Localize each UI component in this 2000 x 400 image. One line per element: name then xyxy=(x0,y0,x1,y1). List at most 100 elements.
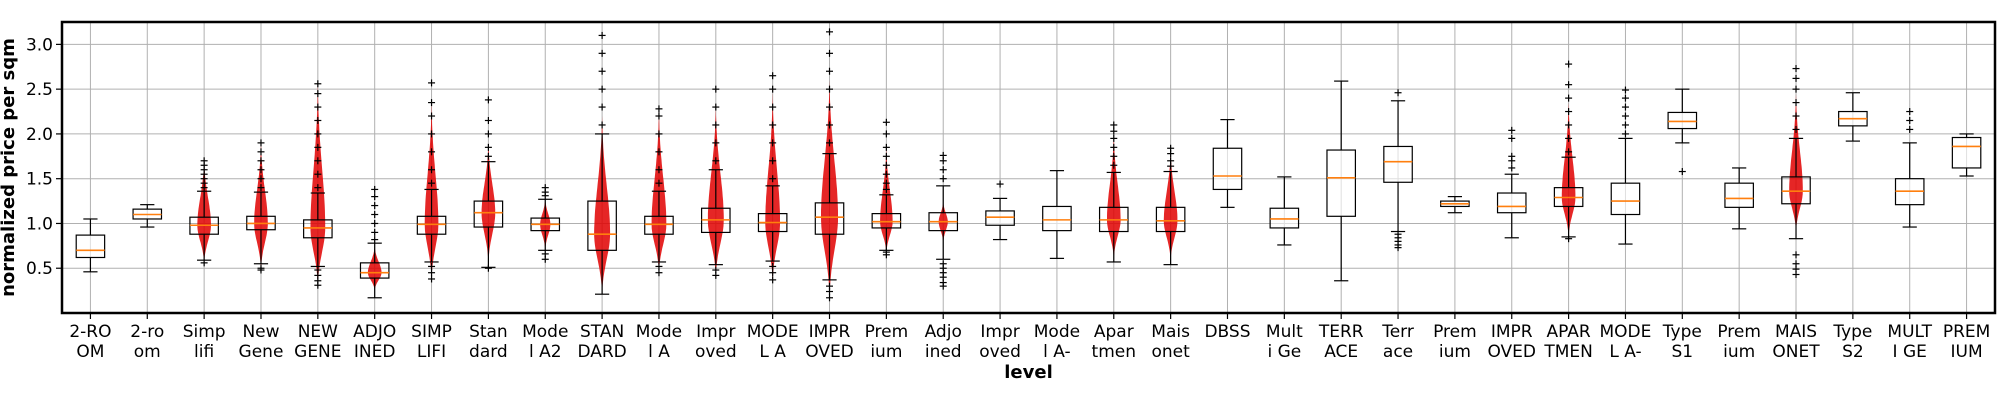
flier xyxy=(371,185,379,193)
flier xyxy=(882,152,890,160)
box xyxy=(1951,136,1982,169)
x-tick-label-line1: IMPR xyxy=(1491,322,1533,342)
flier xyxy=(939,151,947,159)
x-tick-label-line2: ium xyxy=(1723,342,1755,362)
flier xyxy=(1906,108,1914,116)
violin xyxy=(367,245,382,291)
flier xyxy=(655,130,663,138)
flier xyxy=(1110,152,1118,160)
flier xyxy=(1678,168,1686,176)
flier xyxy=(1394,244,1402,252)
x-tick-label-line2: i Ge xyxy=(1267,342,1301,362)
flier xyxy=(826,288,834,296)
flier xyxy=(428,79,436,87)
x-tick-label-line2: tmen xyxy=(1092,342,1136,362)
flier xyxy=(1621,112,1629,120)
flier xyxy=(996,180,1004,188)
x-tick-label-line2: DARD xyxy=(577,342,626,362)
x-tick-label-line1: ADJO xyxy=(353,322,396,342)
x-tick-label-line2: ium xyxy=(1439,342,1471,362)
box xyxy=(359,262,390,279)
flier xyxy=(655,112,663,120)
x-tick-label-line1: Mode xyxy=(522,322,568,342)
flier xyxy=(655,105,663,113)
box xyxy=(1383,145,1413,183)
y-tick-label: 1.5 xyxy=(26,170,53,190)
flier xyxy=(257,148,265,156)
flier xyxy=(882,118,890,126)
x-tick-label-line1: Prem xyxy=(1717,322,1761,342)
flier xyxy=(200,157,208,165)
x-tick-label-line2: ONET xyxy=(1772,342,1820,362)
flier xyxy=(1508,152,1516,160)
x-tick-label-line2: oved xyxy=(695,342,737,362)
flier xyxy=(712,103,720,111)
y-axis: 0.5 1.0 1.5 2.0 2.5 3.0 xyxy=(26,35,62,279)
y-tick-label: 2.0 xyxy=(26,125,53,145)
flier xyxy=(371,228,379,236)
flier xyxy=(314,90,322,98)
flier xyxy=(1167,157,1175,165)
box xyxy=(1496,192,1527,214)
flier xyxy=(769,262,777,270)
x-tick-label-line2: dard xyxy=(469,342,508,362)
x-tick-label-line1: Prem xyxy=(865,322,909,342)
flier xyxy=(257,139,265,147)
flier xyxy=(1565,60,1573,68)
x-tick-label-line1: MULT xyxy=(1887,322,1932,342)
flier xyxy=(712,271,720,279)
flier xyxy=(1508,164,1516,172)
flier xyxy=(769,175,777,183)
x-tick-label-line1: Mais xyxy=(1151,322,1190,342)
flier xyxy=(1110,121,1118,129)
x-tick-label-line1: Mult xyxy=(1266,322,1303,342)
flier xyxy=(428,262,436,270)
flier xyxy=(598,67,606,75)
flier xyxy=(484,143,492,151)
flier xyxy=(769,157,777,165)
box xyxy=(1269,207,1300,229)
y-tick-label: 0.5 xyxy=(26,259,53,279)
flier xyxy=(712,139,720,147)
flier xyxy=(1621,121,1629,129)
flier xyxy=(882,170,890,178)
x-tick-label-line2: I GE xyxy=(1893,342,1927,362)
x-tick-label-line1: IMPR xyxy=(809,322,851,342)
flier xyxy=(769,276,777,284)
x-tick-label-line2: GENE xyxy=(294,342,341,362)
flier xyxy=(541,255,549,263)
x-tick-label-line2: onet xyxy=(1151,342,1190,362)
x-tick-label-line1: Type xyxy=(1662,322,1702,342)
flier xyxy=(428,130,436,138)
x-tick-label-line1: Simp xyxy=(183,322,226,342)
box xyxy=(1781,176,1811,205)
flier xyxy=(1110,134,1118,142)
flier xyxy=(314,80,322,88)
box xyxy=(1667,111,1698,130)
x-tick-label-line1: PREM xyxy=(1943,322,1990,342)
flier xyxy=(257,266,265,274)
flier xyxy=(655,166,663,174)
x-tick-label-line2: ined xyxy=(925,342,962,362)
flier xyxy=(428,112,436,120)
x-tick-label-line1: DBSS xyxy=(1204,322,1250,342)
flier xyxy=(882,143,890,151)
x-tick-label-line1: Impr xyxy=(980,322,1019,342)
flier xyxy=(1792,251,1800,259)
flier xyxy=(371,202,379,210)
x-tick-label-line1: NEW xyxy=(298,322,338,342)
flier xyxy=(598,49,606,57)
flier xyxy=(826,28,834,36)
flier xyxy=(882,161,890,169)
y-tick-label: 1.0 xyxy=(26,214,53,234)
flier xyxy=(712,157,720,165)
flier xyxy=(1792,74,1800,82)
flier xyxy=(1110,161,1118,169)
flier xyxy=(769,121,777,129)
plot-frame xyxy=(60,20,1997,315)
flier xyxy=(314,116,322,124)
flier xyxy=(1110,127,1118,135)
flier xyxy=(314,170,322,178)
